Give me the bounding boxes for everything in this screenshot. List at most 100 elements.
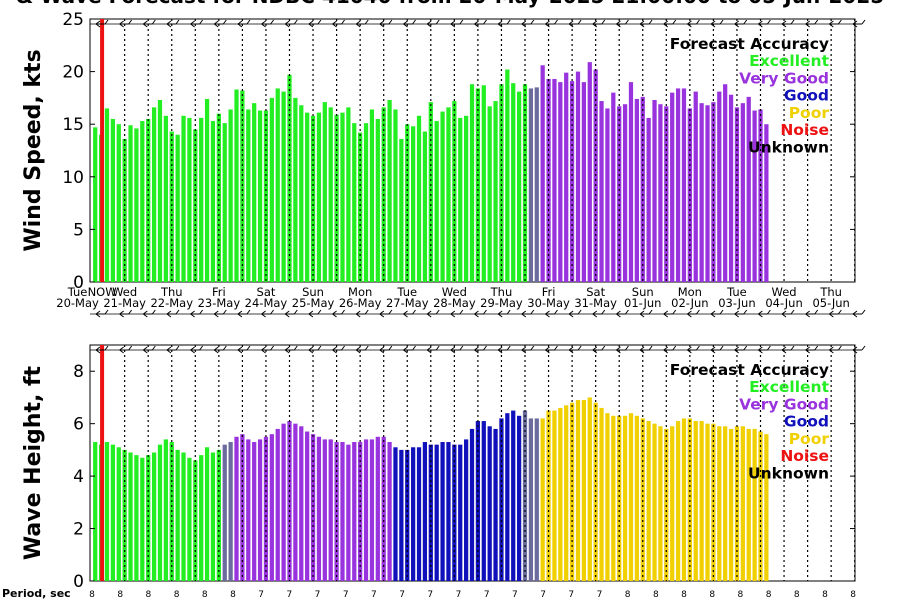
wave-bar xyxy=(210,452,216,581)
wave-bar xyxy=(157,444,163,581)
wind-bar xyxy=(363,123,369,282)
wave-bar xyxy=(699,421,704,581)
wave-wind-arrow xyxy=(426,345,440,354)
wind-legend-item: Very Good xyxy=(739,69,829,87)
period-value: 8 xyxy=(625,590,631,600)
wind-bar xyxy=(246,109,251,282)
mid-wind-arrow xyxy=(852,309,866,318)
wave-bar xyxy=(469,428,475,581)
wind-wind-arrow xyxy=(308,19,322,28)
wind-ytick-label: 25 xyxy=(62,10,84,30)
wind-bar xyxy=(328,107,333,282)
wave-wind-arrow xyxy=(616,345,629,354)
wave-bar xyxy=(363,439,369,581)
day-label-dow: Sat xyxy=(257,285,276,299)
wind-wind-arrow xyxy=(734,19,748,28)
wind-bar xyxy=(163,115,168,282)
mid-wind-arrow xyxy=(639,309,653,318)
period-value: 8 xyxy=(850,590,856,600)
wave-bar xyxy=(175,449,180,581)
day-label-dow: Sun xyxy=(632,285,654,299)
wave-height-panel: 0 2 4 6 8 Wave Height, ft Forecast AccuracyExc… xyxy=(21,344,866,592)
wave-wind-arrow xyxy=(355,345,369,354)
mid-wind-arrow xyxy=(710,309,724,318)
wind-bar xyxy=(340,112,345,283)
wave-bar xyxy=(263,436,269,581)
mid-wind-arrow xyxy=(592,309,606,318)
wave-bar xyxy=(558,407,563,581)
day-label-date: 28-May xyxy=(433,296,476,310)
period-value: 8 xyxy=(146,590,152,600)
period-value: 8 xyxy=(117,590,123,600)
wind-bar xyxy=(210,121,216,282)
day-label-dow: Thu xyxy=(490,285,513,299)
mid-wind-arrow xyxy=(805,309,819,318)
wind-bar xyxy=(134,128,139,282)
wave-wind-arrow xyxy=(450,345,464,354)
wave-bar xyxy=(411,447,416,581)
wind-wind-arrow xyxy=(829,19,842,28)
wave-ylabel: Wave Height, ft xyxy=(21,365,46,560)
wave-bar xyxy=(670,426,675,581)
wind-bar xyxy=(652,100,657,282)
wave-legend-item: Good xyxy=(784,413,829,431)
wave-bar xyxy=(116,447,121,581)
wind-bar xyxy=(599,101,604,282)
wave-bar xyxy=(617,415,622,581)
day-label-dow: Mon xyxy=(348,285,372,299)
period-value: 7 xyxy=(597,590,603,600)
wind-bar xyxy=(110,118,115,282)
wind-wind-arrow xyxy=(497,19,511,28)
wind-bar xyxy=(299,105,304,282)
wave-legend-item: Very Good xyxy=(739,395,829,413)
wave-wind-arrow xyxy=(497,345,511,354)
wind-bar xyxy=(481,85,486,282)
wind-wind-arrow xyxy=(852,19,866,28)
wind-bar xyxy=(316,112,322,283)
wind-bar xyxy=(216,113,221,283)
wave-bar xyxy=(381,436,386,581)
wind-bar xyxy=(293,97,298,283)
wave-bar xyxy=(275,428,280,581)
wind-wind-arrow xyxy=(639,19,653,28)
wind-wind-arrow xyxy=(379,19,393,28)
wind-ytick-label: 15 xyxy=(62,115,84,135)
wave-bar xyxy=(516,415,522,581)
wind-wind-arrow xyxy=(237,19,251,28)
wave-wind-arrow xyxy=(308,345,322,354)
wave-legend-title: Forecast Accuracy xyxy=(670,361,829,379)
wind-bar xyxy=(552,78,557,283)
wave-bar xyxy=(605,413,610,581)
wind-wind-arrow xyxy=(143,19,156,28)
day-label-date: 02-Jun xyxy=(671,296,708,310)
wave-wind-arrow xyxy=(95,345,109,354)
wave-bar xyxy=(658,426,663,581)
wind-bar xyxy=(723,84,728,282)
mid-wind-arrow xyxy=(403,309,416,318)
wave-bar xyxy=(458,444,463,581)
wave-bar xyxy=(234,436,239,581)
wind-bar xyxy=(416,115,422,282)
wind-bar xyxy=(228,109,233,282)
period-value: 7 xyxy=(540,590,546,600)
wind-bar xyxy=(564,72,569,282)
wave-wind-arrow xyxy=(237,345,251,354)
mid-wind-arrow xyxy=(497,309,511,318)
day-label-date: 25-May xyxy=(292,296,335,310)
mid-wind-arrow xyxy=(521,309,535,318)
wave-bar xyxy=(316,436,322,581)
mid-wind-arrow xyxy=(284,309,298,318)
wave-legend-item: Excellent xyxy=(749,378,829,396)
period-value: 7 xyxy=(512,590,518,600)
wind-wind-arrow xyxy=(663,19,677,28)
wave-bar xyxy=(181,452,186,581)
wave-wind-arrow xyxy=(474,345,487,354)
wind-bar xyxy=(181,115,186,282)
wind-bar xyxy=(175,134,180,282)
mid-wind-arrow xyxy=(474,309,487,318)
wave-bar xyxy=(564,405,569,581)
wave-bar xyxy=(199,455,204,581)
wind-bar xyxy=(358,132,363,282)
wave-bar xyxy=(464,439,469,581)
